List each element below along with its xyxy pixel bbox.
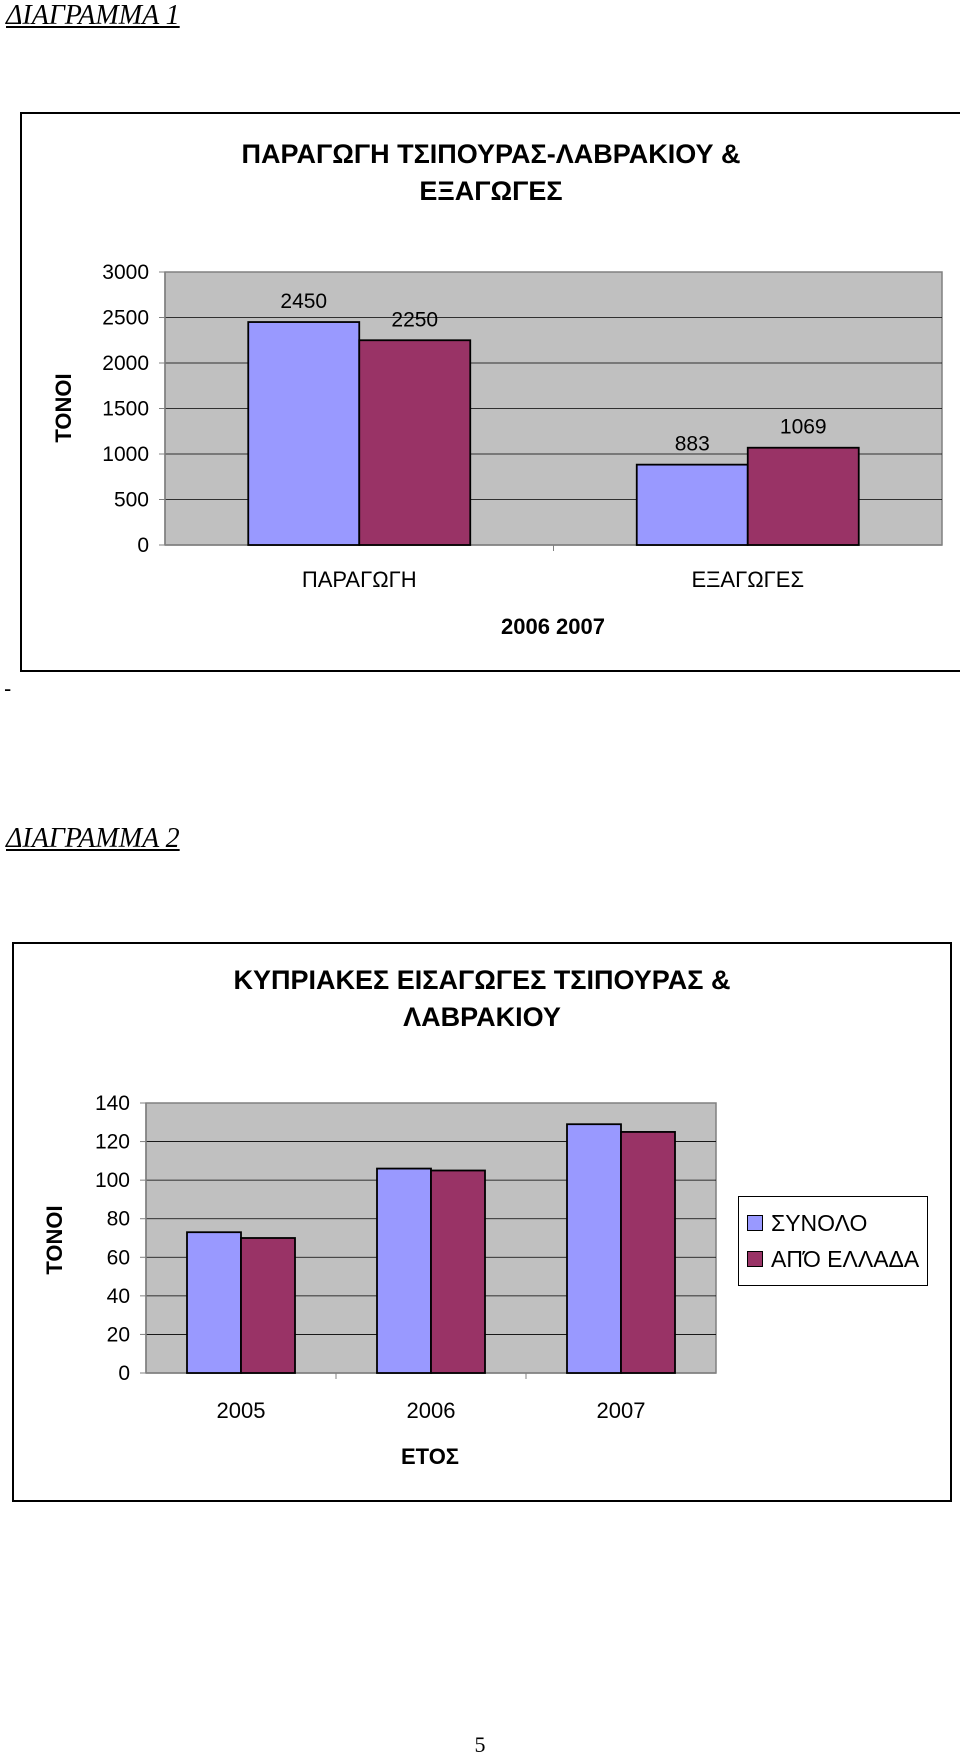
chart2-y-tick-label: 80 <box>107 1208 130 1231</box>
chart2-bar-ΑΠΌ ΕΛΛΑΔΑ-2007 <box>620 1131 676 1374</box>
chart1-y-tick-label: 2500 <box>102 307 149 330</box>
chart2-y-tick-label: 20 <box>107 1323 130 1346</box>
chart1-data-label: 1069 <box>780 416 827 439</box>
chart2-x-category-label: 2006 <box>407 1398 456 1423</box>
chart2-x-category-label: 2007 <box>597 1398 646 1423</box>
chart2-title-line1: ΚΥΠΡΙΑΚΕΣ ΕΙΣΑΓΩΓΕΣ ΤΣΙΠΟΥΡΑΣ & <box>233 965 731 995</box>
chart2-legend: ΣΥΝΟΛΟ ΑΠΌ ΕΛΛΑΔΑ <box>738 1196 929 1286</box>
chart1-svg: 0 500 1000 1500 2000 2500 3000 2450 2250 ΠΑΡΑΓΩΓΗ… <box>51 261 943 639</box>
chart1-x-category-label: ΕΞΑΓΩΓΕΣ <box>691 567 804 592</box>
chart1-data-label: 2250 <box>391 308 438 331</box>
diagram2-heading: ΔΙΑΓΡΑΜΜΑ 2 <box>6 823 180 854</box>
chart1-data-label: 883 <box>675 433 710 456</box>
chart2-y-tick-label: 100 <box>95 1169 130 1192</box>
chart2-bar-ΑΠΌ ΕΛΛΑΔΑ-2005 <box>240 1237 296 1374</box>
legend-item-series2: ΑΠΌ ΕΛΛΑΔΑ <box>747 1241 919 1277</box>
chart2-y-tick-label: 40 <box>107 1285 130 1308</box>
chart2-x-category-label: 2005 <box>217 1398 266 1423</box>
chart1-y-tick-label: 2000 <box>102 352 149 375</box>
chart2-title-line2: ΛΑΒΡΑΚΙΟΥ <box>403 1002 561 1032</box>
page-number: 5 <box>474 1732 486 1757</box>
chart2-y-tick-label: 120 <box>95 1131 130 1154</box>
chart2-bar-ΑΠΌ ΕΛΛΑΔΑ-2006 <box>430 1169 486 1374</box>
legend-label-series2: ΑΠΌ ΕΛΛΑΔΑ <box>771 1245 920 1272</box>
chart2-bar-ΣΥΝΟΛΟ-2007 <box>566 1123 622 1374</box>
chart2-y-axis-title: ΤΟΝΟΙ <box>42 1205 67 1274</box>
chart1-bar-2006-ΠΑΡΑΓΩΓΗ <box>247 321 361 546</box>
legend-swatch-series2 <box>747 1251 763 1267</box>
chart1-data-label: 2450 <box>280 290 327 313</box>
legend-item-series1: ΣΥΝΟΛΟ <box>747 1205 919 1241</box>
chart2-y-tick-label: 60 <box>107 1246 130 1269</box>
chart1-title-line2: ΕΞΑΓΩΓΕΣ <box>419 176 563 206</box>
chart1-x-category-label: ΠΑΡΑΓΩΓΗ <box>302 567 417 592</box>
chart1-bar-2007-ΕΞΑΓΩΓΕΣ <box>746 446 860 546</box>
chart1-y-tick-label: 1000 <box>102 443 149 466</box>
chart2-y-tick-label: 140 <box>95 1092 130 1115</box>
chart1-y-tick-label: 1500 <box>102 398 149 421</box>
chart2-x-axis-title: ΕΤΟΣ <box>401 1444 459 1469</box>
legend-label-series1: ΣΥΝΟΛΟ <box>771 1209 868 1236</box>
chart1-y-tick-label: 500 <box>114 489 149 512</box>
chart1-title-line1: ΠΑΡΑΓΩΓΗ ΤΣΙΠΟΥΡΑΣ-ΛΑΒΡΑΚΙΟΥ & <box>241 139 741 169</box>
chart2-y-tick-label: 0 <box>118 1362 130 1385</box>
diagram1-heading: ΔΙΑΓΡΑΜΜΑ 1 <box>6 0 180 31</box>
chart1-x-axis-title: 2006 2007 <box>501 614 605 639</box>
chart1-y-tick-label: 3000 <box>102 261 149 284</box>
stray-dash: - <box>4 676 12 701</box>
chart1-bar-2007-ΠΑΡΑΓΩΓΗ <box>358 339 472 546</box>
chart1-y-tick-label: 0 <box>137 534 149 557</box>
chart2-bar-ΣΥΝΟΛΟ-2006 <box>376 1167 432 1374</box>
chart1-y-axis-title: ΤΟΝΟΙ <box>51 373 76 442</box>
chart1-bar-2006-ΕΞΑΓΩΓΕΣ <box>635 463 749 546</box>
legend-swatch-series1 <box>747 1215 763 1231</box>
chart2-bar-ΣΥΝΟΛΟ-2005 <box>186 1231 242 1374</box>
